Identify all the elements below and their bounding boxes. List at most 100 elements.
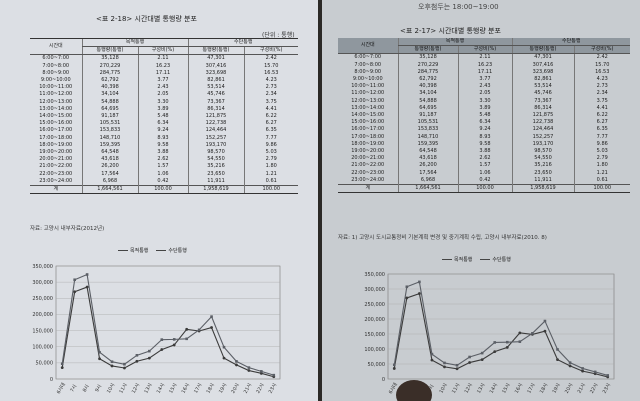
right-top-text: 오후첨두는 18:00~19:00 xyxy=(418,3,499,11)
time-cell: 8:00~9:00 xyxy=(42,69,70,76)
value-cell: 8.93 xyxy=(137,134,188,142)
time-cell: 18:00~19:00 xyxy=(351,140,385,147)
value-cell: 1.57 xyxy=(137,163,188,171)
value-cell: 159,395 xyxy=(397,140,458,149)
group-a-header: 목적통행 xyxy=(81,37,188,48)
data-point xyxy=(418,280,421,284)
x-tick-label: 6시대 xyxy=(55,381,67,395)
value-cell: 17.11 xyxy=(457,68,512,77)
data-point xyxy=(518,340,522,343)
data-point xyxy=(531,332,534,335)
value-cell: 2.43 xyxy=(137,84,188,92)
group-b-header: 수단통행 xyxy=(511,38,630,47)
value-cell: 5.03 xyxy=(573,148,630,156)
value-cell: 35,216 xyxy=(511,162,574,170)
value-cell: 3.30 xyxy=(457,97,512,105)
value-cell: 307,416 xyxy=(511,61,574,69)
time-cell: 23:00~24:00 xyxy=(351,176,385,183)
time-cell: 19:00~20:00 xyxy=(39,149,73,156)
data-point xyxy=(568,361,572,364)
value-cell: 152,257 xyxy=(187,134,244,142)
data-point xyxy=(210,326,213,329)
value-cell: 193,170 xyxy=(511,140,574,149)
value-cell: 11,911 xyxy=(511,176,574,185)
y-tick-label: 0 xyxy=(382,377,385,383)
data-point xyxy=(110,364,114,368)
legend-label: 수단통행 xyxy=(492,257,511,263)
data-point xyxy=(581,369,585,373)
data-point xyxy=(135,359,139,363)
time-cell: 18:00~19:00 xyxy=(39,141,73,148)
value-cell: 64,548 xyxy=(81,149,138,157)
value-cell: 153,833 xyxy=(397,126,458,134)
value-cell: 193,170 xyxy=(187,141,244,150)
value-cell: 2.43 xyxy=(457,83,512,91)
value-cell: 2.34 xyxy=(243,91,298,99)
total-label: 계 xyxy=(30,185,82,195)
x-tick-label: 10시 xyxy=(106,382,116,394)
time-cell: 13:00~14:00 xyxy=(39,105,73,112)
time-cell: 17:00~18:00 xyxy=(39,134,73,141)
value-cell: 2.11 xyxy=(457,53,512,62)
data-point xyxy=(468,361,472,364)
table-row: 21:00~22:00 26,200 1.57 35,216 1.80 xyxy=(30,163,298,171)
table-row: 12:00~13:00 54,888 3.30 73,367 3.75 xyxy=(30,98,298,106)
data-point xyxy=(123,362,126,366)
value-cell: 5.03 xyxy=(243,149,298,157)
value-cell: 2.79 xyxy=(573,155,630,163)
right-page: 오후첨두는 18:00~19:00 <표 2-17> 시간대별 통행량 분포 시… xyxy=(322,0,640,401)
data-point xyxy=(392,367,396,370)
table-row: 13:00~14:00 64,695 3.89 86,314 4.41 xyxy=(30,105,298,114)
x-tick-label: 13시 xyxy=(476,382,486,394)
legend-item: 수단통행 xyxy=(480,256,511,263)
data-point xyxy=(493,350,497,354)
data-point xyxy=(98,350,101,354)
table-row: 19:00~20:00 64,548 3.88 98,570 5.03 xyxy=(338,148,630,156)
value-cell: 73,367 xyxy=(511,97,574,105)
line-marker-icon xyxy=(442,259,452,260)
data-point xyxy=(160,348,164,351)
value-cell: 26,200 xyxy=(81,163,138,171)
table-row: 9:00~10:00 62,792 3.77 82,861 4.23 xyxy=(30,77,298,85)
x-tick-label: 14시 xyxy=(489,382,499,394)
value-cell: 40,398 xyxy=(81,84,138,92)
data-point xyxy=(468,355,471,359)
value-cell: 6,968 xyxy=(397,176,458,185)
time-cell: 22:00~23:00 xyxy=(39,170,73,177)
x-tick-label: 11시 xyxy=(451,382,461,394)
value-cell: 6.35 xyxy=(573,126,630,134)
left-data-table: 시간대 목적통행 수단통행 통행량(통행) 구성비(%) 통행량(통행) 구성비… xyxy=(30,37,298,195)
x-tick-label: 22시 xyxy=(255,382,265,394)
value-cell: 1.57 xyxy=(457,162,512,170)
value-cell: 307,416 xyxy=(187,62,244,70)
table-row: 20:00~21:00 43,618 2.62 54,550 2.79 xyxy=(338,155,630,163)
value-cell: 2.73 xyxy=(573,83,630,91)
data-point xyxy=(556,348,559,351)
data-point xyxy=(568,364,572,368)
x-tick-label: 21시 xyxy=(243,382,253,394)
value-cell: 148,710 xyxy=(81,134,138,142)
data-point xyxy=(222,345,226,349)
time-cell: 17:00~18:00 xyxy=(351,133,385,140)
value-cell: 2.79 xyxy=(243,156,298,164)
value-cell: 122,738 xyxy=(187,120,244,128)
value-cell: 105,531 xyxy=(397,119,458,127)
value-cell: 64,695 xyxy=(81,105,138,114)
data-point xyxy=(185,327,189,331)
x-tick-label: 7시 xyxy=(69,384,78,393)
right-chart-legend: 목적통행 수단통행 xyxy=(442,256,511,263)
data-point xyxy=(593,370,597,374)
table-row: 23:00~24:00 6,968 0.42 11,911 0.61 xyxy=(338,176,630,185)
total-value: 1,958,619 xyxy=(511,184,574,194)
data-point xyxy=(235,360,238,363)
time-cell: 22:00~23:00 xyxy=(351,169,385,176)
data-point xyxy=(235,363,238,367)
value-cell: 3.89 xyxy=(457,104,512,113)
ratio-header: 구성비(%) xyxy=(137,46,188,56)
value-cell: 3.88 xyxy=(457,148,512,156)
data-point xyxy=(85,285,89,289)
value-cell: 15.70 xyxy=(573,61,630,69)
table-row: 18:00~19:00 159,395 9.58 193,170 9.86 xyxy=(338,140,630,149)
table-row: 17:00~18:00 148,710 8.93 152,257 7.77 xyxy=(30,134,298,142)
table-row: 16:00~17:00 153,833 9.24 124,464 6.35 xyxy=(30,127,298,135)
